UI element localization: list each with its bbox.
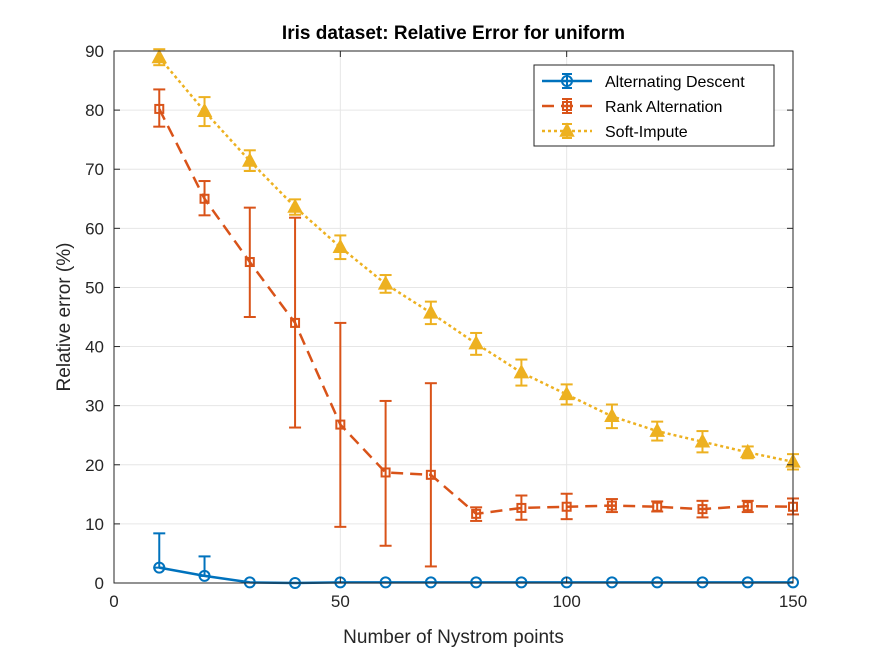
data-point bbox=[244, 257, 255, 268]
data-point bbox=[513, 363, 530, 379]
data-point bbox=[516, 502, 527, 513]
data-point bbox=[243, 576, 256, 589]
error-bar bbox=[515, 494, 528, 521]
plot-frame bbox=[113, 50, 794, 584]
data-point bbox=[561, 501, 572, 512]
data-point bbox=[290, 317, 301, 328]
legend-item: Rank Alternation bbox=[542, 98, 722, 116]
y-tick-label: 0 bbox=[95, 574, 104, 593]
data-point bbox=[606, 500, 617, 511]
data-point bbox=[335, 419, 346, 430]
data-point bbox=[652, 501, 663, 512]
data-point bbox=[696, 576, 709, 589]
data-point bbox=[468, 335, 484, 350]
data-point bbox=[558, 385, 575, 401]
data-point bbox=[739, 443, 756, 459]
legend-marker bbox=[561, 75, 573, 87]
series-line bbox=[158, 56, 794, 464]
y-tick-label: 80 bbox=[85, 101, 104, 120]
data-point bbox=[196, 102, 213, 118]
legend-box bbox=[533, 64, 775, 147]
data-point bbox=[649, 422, 665, 437]
series-soft-impute bbox=[151, 48, 801, 471]
legend-marker bbox=[562, 101, 572, 111]
data-point bbox=[423, 304, 439, 319]
legend-item: Alternating Descent bbox=[542, 73, 745, 91]
data-point bbox=[604, 407, 620, 423]
data-point bbox=[379, 576, 392, 589]
data-point bbox=[470, 576, 483, 589]
y-tick-label: 20 bbox=[85, 456, 104, 475]
error-bar bbox=[379, 399, 392, 547]
data-point bbox=[471, 508, 482, 519]
x-tick-label: 150 bbox=[779, 592, 807, 611]
y-tick-label: 60 bbox=[85, 219, 104, 238]
data-point bbox=[380, 467, 391, 478]
legend-item: Soft-Impute bbox=[542, 122, 688, 141]
data-point bbox=[198, 569, 211, 582]
x-tick-label: 50 bbox=[331, 592, 350, 611]
legend-label: Soft-Impute bbox=[605, 124, 688, 141]
data-point bbox=[199, 193, 210, 204]
error-bar bbox=[153, 88, 166, 128]
series-rank-alternation bbox=[153, 88, 799, 568]
data-point bbox=[651, 576, 664, 589]
legend-label: Alternating Descent bbox=[605, 74, 745, 91]
data-point bbox=[425, 469, 436, 480]
data-point bbox=[515, 576, 528, 589]
data-point bbox=[694, 433, 711, 448]
y-tick-label: 40 bbox=[85, 338, 104, 357]
y-tick-label: 10 bbox=[85, 515, 104, 534]
data-point bbox=[742, 501, 753, 512]
series-line bbox=[158, 108, 794, 516]
y-tick-label: 70 bbox=[85, 160, 104, 179]
legend-label: Rank Alternation bbox=[605, 99, 722, 116]
legend: Alternating Descent Rank Alternation Soft-… bbox=[533, 64, 775, 147]
y-axis-label: Relative error (%) bbox=[54, 243, 75, 392]
data-point bbox=[287, 198, 303, 213]
chart-title: Iris dataset: Relative Error for uniform bbox=[282, 23, 625, 44]
y-tick-label: 90 bbox=[85, 42, 104, 61]
ticks: 0 50 100 150 0 10 20 30 40 50 60 70 80 90 bbox=[85, 42, 807, 611]
data-point bbox=[151, 48, 168, 64]
data-point bbox=[154, 103, 165, 114]
x-axis-label: Number of Nystrom points bbox=[343, 627, 564, 648]
data-point bbox=[377, 275, 394, 290]
data-point bbox=[153, 561, 166, 574]
x-tick-label: 0 bbox=[109, 592, 118, 611]
data-point bbox=[697, 504, 708, 515]
data-point bbox=[424, 576, 437, 589]
y-tick-label: 50 bbox=[85, 278, 104, 297]
legend-marker bbox=[559, 122, 575, 137]
data-point bbox=[605, 576, 618, 589]
y-tick-label: 30 bbox=[85, 397, 104, 416]
x-tick-label: 100 bbox=[552, 592, 580, 611]
data-point bbox=[741, 576, 754, 589]
data-point bbox=[242, 152, 258, 167]
data-point bbox=[332, 238, 349, 253]
